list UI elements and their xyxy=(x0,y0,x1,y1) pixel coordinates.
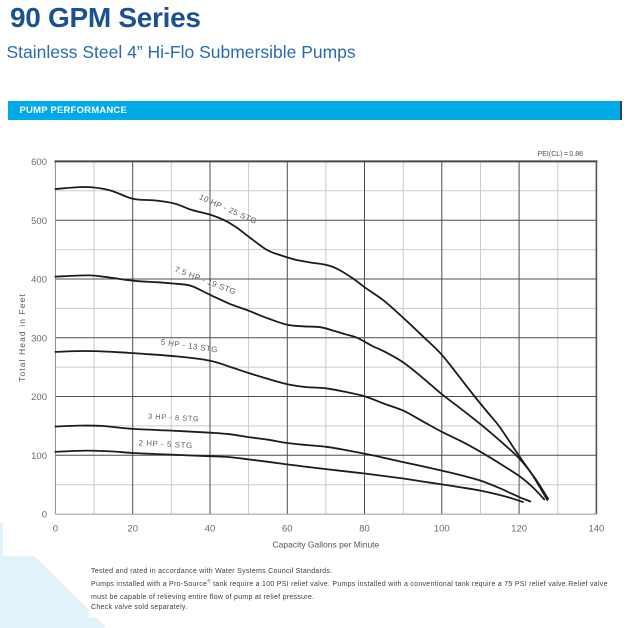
svg-text:300: 300 xyxy=(31,333,47,344)
svg-text:80: 80 xyxy=(359,524,370,535)
svg-text:60: 60 xyxy=(282,524,293,535)
svg-text:140: 140 xyxy=(588,524,604,535)
svg-text:100: 100 xyxy=(434,524,450,535)
svg-text:20: 20 xyxy=(127,524,138,535)
svg-text:Total Head in Feet: Total Head in Feet xyxy=(17,293,27,382)
svg-text:10 HP - 25 STG: 10 HP - 25 STG xyxy=(198,192,259,226)
svg-text:40: 40 xyxy=(205,524,216,535)
svg-text:600: 600 xyxy=(31,157,47,168)
svg-text:400: 400 xyxy=(31,275,47,286)
svg-text:120: 120 xyxy=(511,524,527,535)
svg-text:3 HP - 8 STG: 3 HP - 8 STG xyxy=(148,412,200,424)
svg-text:PEI(CL) = 0.86: PEI(CL) = 0.86 xyxy=(538,151,584,158)
svg-text:2 HP - 5 STG: 2 HP - 5 STG xyxy=(138,438,193,450)
svg-text:Capacity Gallons per Minute: Capacity Gallons per Minute xyxy=(273,540,380,550)
svg-text:500: 500 xyxy=(31,216,47,227)
svg-text:0: 0 xyxy=(53,524,58,535)
svg-text:0: 0 xyxy=(42,510,47,521)
svg-text:200: 200 xyxy=(31,392,47,403)
svg-text:100: 100 xyxy=(31,451,47,462)
